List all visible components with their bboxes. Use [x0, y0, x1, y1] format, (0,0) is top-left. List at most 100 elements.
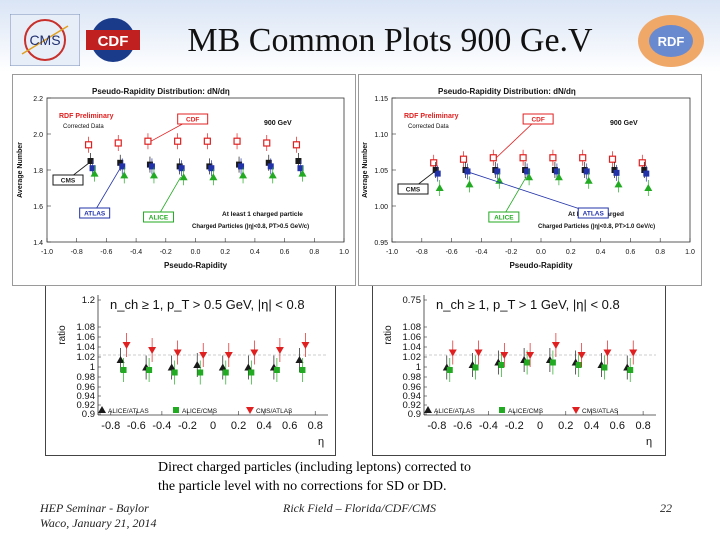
callout-box: [79, 207, 111, 219]
ratio-selection-label: n_ch ≥ 1, p_T > 0.5 GeV, |η| < 0.8: [110, 297, 305, 312]
data-point-cdf: [489, 154, 497, 162]
x-tick-label: -0.8: [101, 420, 120, 432]
data-point-cdf: [174, 137, 182, 145]
x-tick-label: 0.6: [280, 249, 290, 256]
y-tick-label: 1.08: [77, 322, 96, 333]
y-tick-label: 1.8: [33, 168, 43, 175]
x-axis-label: η: [646, 436, 652, 448]
y-tick-label: 0.75: [403, 295, 422, 306]
callout-box: [488, 211, 520, 223]
callout-line: [157, 176, 181, 218]
x-tick-label: -1.0: [41, 249, 53, 256]
caption-line-1: Direct charged particles (including lept…: [158, 460, 472, 475]
x-tick-label: 0.6: [610, 420, 625, 432]
data-point-ratio: [526, 352, 535, 359]
annotation-selection: At least 1 charged particle: [222, 211, 303, 218]
annotation-corrected: Corrected Data: [63, 124, 104, 130]
data-point-cms: [117, 159, 124, 166]
data-point-cdf: [292, 141, 301, 149]
chart-title: Pseudo-Rapidity Distribution: dN/dη: [438, 87, 576, 96]
data-point-alice: [298, 169, 307, 177]
legend-label: ALICE/CMS: [182, 408, 218, 415]
cdf-logo: CDF: [86, 18, 140, 62]
callout-line: [502, 176, 527, 218]
data-point-cdf: [430, 159, 438, 167]
y-tick-label: 0.92: [77, 400, 96, 411]
callout-label-alice: ALICE: [494, 215, 514, 222]
legend-label: CMS/ATLAS: [582, 408, 619, 415]
data-point-cdf: [519, 154, 527, 162]
data-point-cms: [265, 159, 272, 166]
x-tick-label: -0.4: [479, 420, 498, 432]
x-axis-label: η: [318, 436, 324, 448]
data-point-cdf: [549, 154, 557, 162]
data-point-atlas: [238, 163, 245, 170]
y-axis-label: Average Number: [362, 142, 369, 198]
x-tick-label: 0.6: [626, 249, 636, 256]
callout-box: [143, 211, 175, 223]
data-point-ratio: [524, 359, 531, 366]
data-point-ratio: [193, 361, 202, 368]
legend-label: ALICE/CMS: [508, 408, 544, 415]
annotation-rdf: RDF Preliminary: [404, 113, 459, 120]
cms-logo-text: CMS: [29, 32, 60, 48]
y-axis-label: ratio: [57, 325, 68, 345]
legend-label: ALICE/ATLAS: [108, 408, 149, 415]
data-point-alice: [149, 171, 158, 179]
y-tick-label: 1.08: [403, 322, 422, 333]
x-tick-label: -0.2: [505, 249, 517, 256]
y-tick-label: 1.02: [77, 352, 96, 363]
data-point-cms: [87, 158, 94, 164]
data-point-alice: [435, 184, 444, 191]
x-tick-label: -0.8: [416, 249, 428, 256]
y-tick-label: 0.95: [374, 240, 388, 247]
data-point-ratio: [601, 364, 608, 371]
data-point-atlas: [434, 170, 441, 177]
annotation-rdf: RDF Preliminary: [59, 113, 114, 120]
data-point-atlas: [297, 165, 304, 172]
data-point-cdf: [84, 141, 93, 149]
x-tick-label: -0.2: [160, 249, 172, 256]
callout-box: [522, 113, 554, 125]
y-tick-label: 0.94: [77, 391, 96, 402]
data-point-ratio: [275, 347, 284, 354]
data-point-ratio: [199, 352, 208, 359]
x-tick-label: 0.0: [536, 249, 546, 256]
x-tick-label: 0.0: [191, 249, 201, 256]
data-point-cdf: [233, 137, 241, 145]
data-point-ratio: [577, 352, 586, 359]
x-tick-label: 0.2: [566, 249, 576, 256]
y-tick-label: 1.02: [403, 352, 422, 363]
data-point-atlas: [613, 169, 620, 176]
annotation-energy: 900 GeV: [610, 120, 638, 127]
footer-date: Waco, January 21, 2014: [40, 516, 157, 530]
callout-line: [93, 166, 122, 214]
y-tick-label: 1.00: [374, 204, 388, 211]
data-point-ratio: [250, 349, 259, 357]
data-point-ratio: [575, 362, 582, 368]
data-point-atlas: [178, 165, 185, 172]
caption: Direct charged particles (including lept…: [158, 458, 578, 496]
data-point-alice: [120, 171, 129, 179]
data-point-atlas: [583, 168, 590, 175]
x-axis-label: Pseudo-Rapidity: [164, 261, 228, 270]
data-point-ratio: [299, 367, 306, 373]
caption-line-2: the particle level with no corrections f…: [158, 479, 447, 494]
data-point-ratio: [146, 367, 153, 373]
x-tick-label: -0.8: [427, 420, 446, 432]
x-tick-label: -0.4: [130, 249, 142, 256]
x-tick-label: 0.2: [558, 420, 573, 432]
data-point-cdf: [579, 154, 587, 162]
y-tick-label: 0.96: [403, 382, 422, 393]
callout-label-cms: CMS: [406, 187, 421, 194]
y-tick-label: 1.10: [374, 132, 388, 139]
x-tick-label: 0: [210, 420, 216, 432]
x-tick-label: 0: [537, 420, 543, 432]
y-tick-label: 0.94: [403, 391, 422, 402]
y-tick-label: 1.05: [374, 168, 388, 175]
data-point-ratio: [218, 363, 227, 371]
data-point-alice: [465, 180, 474, 188]
data-point-alice: [644, 184, 653, 191]
y-tick-label: 1.04: [403, 342, 422, 353]
annotation-cuts: Charged Particles (|η|<0.8, PT>0.5 GeV/c…: [192, 224, 309, 230]
